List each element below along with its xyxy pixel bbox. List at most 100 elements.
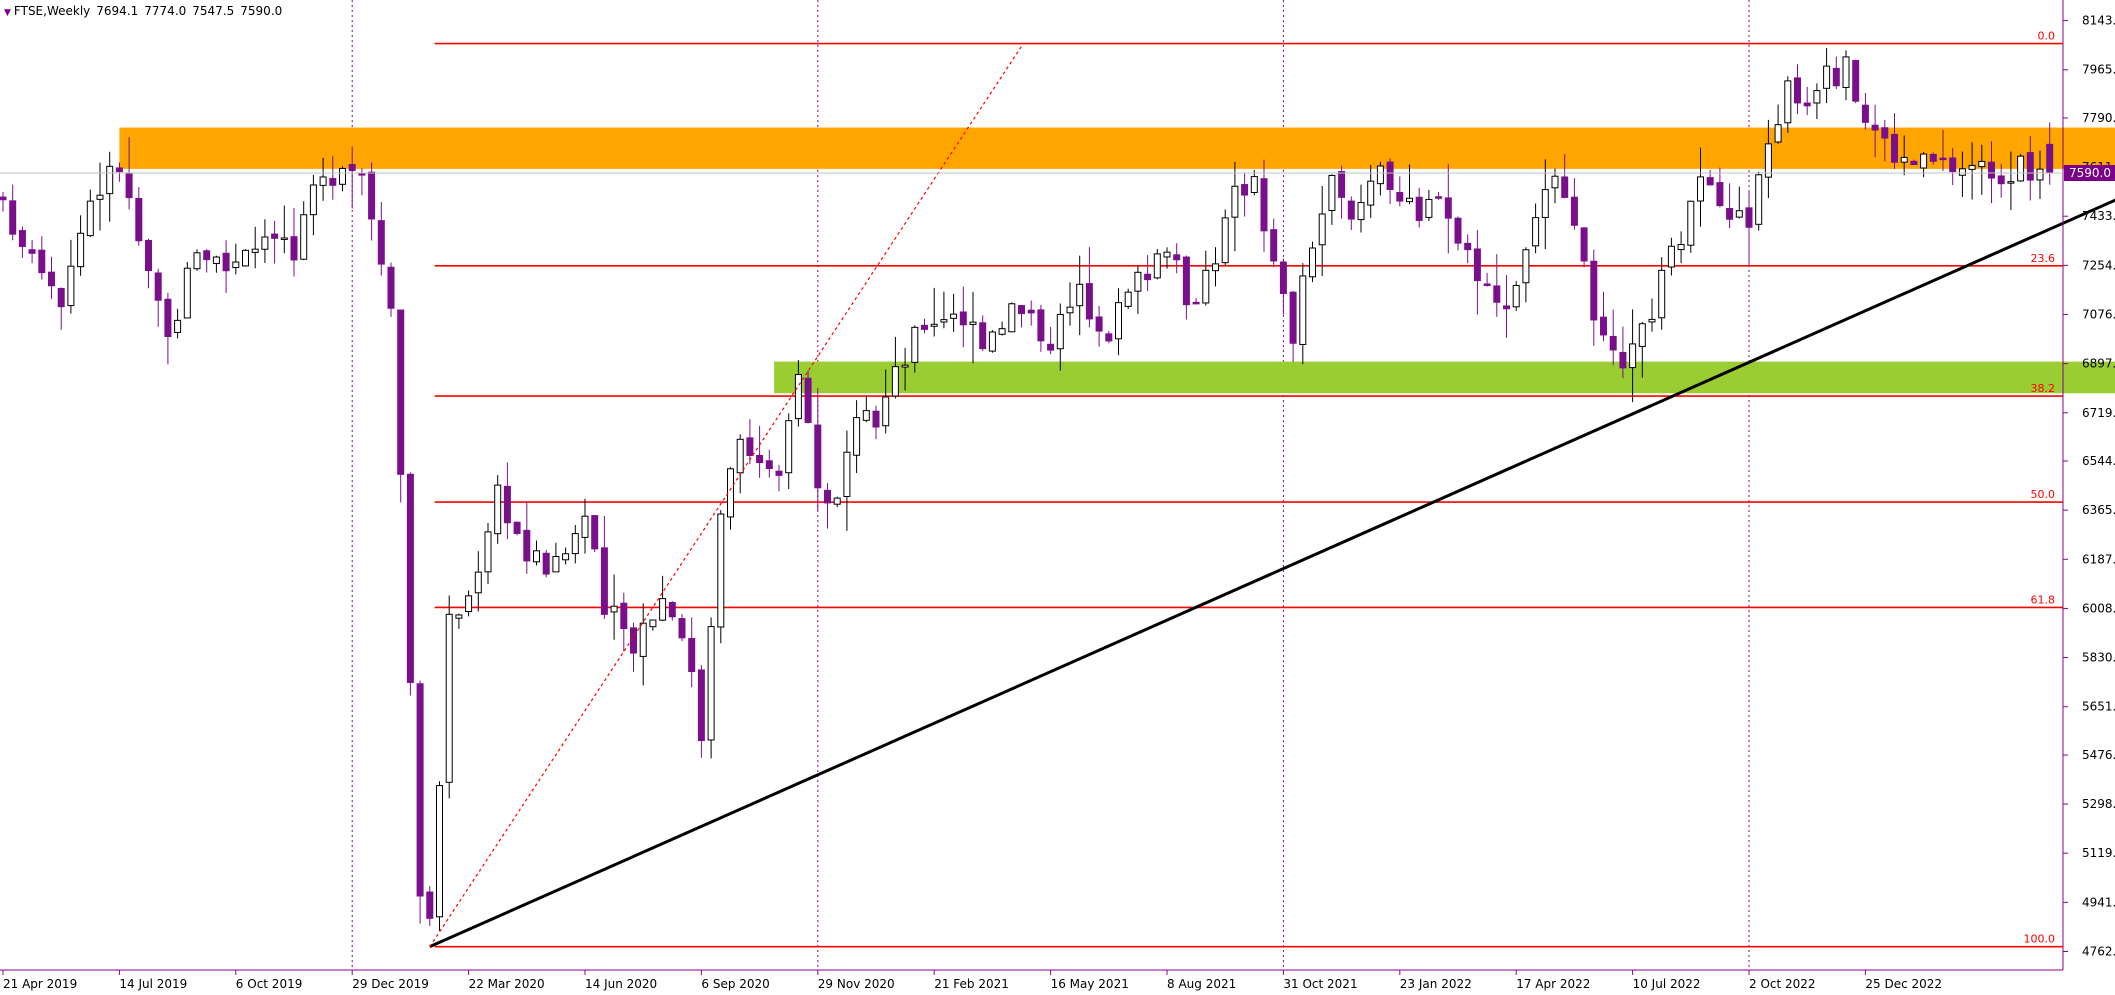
candle-body-bearish[interactable] bbox=[1745, 207, 1753, 228]
candle-body-bullish[interactable] bbox=[1134, 271, 1142, 292]
candle-body-bearish[interactable] bbox=[1144, 273, 1152, 281]
candle-body-bearish[interactable] bbox=[1105, 333, 1113, 342]
candle-body-bullish[interactable] bbox=[242, 249, 249, 267]
candle-body-bearish[interactable] bbox=[1910, 160, 1918, 166]
candle-body-bearish[interactable] bbox=[1580, 227, 1588, 262]
candle-body-bullish[interactable] bbox=[1076, 283, 1084, 307]
candle-body-bearish[interactable] bbox=[28, 249, 36, 254]
candle-body-bullish[interactable] bbox=[1115, 302, 1122, 340]
candle-body-bullish[interactable] bbox=[484, 531, 492, 573]
candle-body-bearish[interactable] bbox=[329, 177, 337, 186]
candle-body-bearish[interactable] bbox=[1444, 197, 1452, 219]
candle-body-bearish[interactable] bbox=[1861, 104, 1869, 123]
candle-body-bearish[interactable] bbox=[1454, 217, 1462, 244]
candle-body-bearish[interactable] bbox=[1852, 60, 1860, 102]
candle-body-bullish[interactable] bbox=[1163, 251, 1171, 258]
candle-body-bullish[interactable] bbox=[1648, 318, 1656, 323]
candle-body-bullish[interactable] bbox=[67, 265, 75, 307]
candle-body-bearish[interactable] bbox=[979, 322, 987, 350]
candle-body-bearish[interactable] bbox=[1260, 178, 1268, 232]
candle-body-bullish[interactable] bbox=[1823, 65, 1831, 89]
candle-body-bullish[interactable] bbox=[1755, 174, 1763, 225]
candle-body-bullish[interactable] bbox=[455, 614, 463, 619]
candle-body-bullish[interactable] bbox=[1512, 284, 1520, 308]
candle-body-bearish[interactable] bbox=[775, 470, 783, 476]
candle-body-bullish[interactable] bbox=[193, 252, 201, 270]
candle-body-bearish[interactable] bbox=[1347, 200, 1355, 220]
candle-body-bullish[interactable] bbox=[562, 553, 570, 561]
candle-body-bearish[interactable] bbox=[1473, 248, 1481, 282]
candle-body-bullish[interactable] bbox=[1309, 247, 1316, 278]
candle-body-bearish[interactable] bbox=[1891, 133, 1898, 163]
candle-body-bullish[interactable] bbox=[1677, 244, 1685, 251]
candle-body-bullish[interactable] bbox=[1813, 90, 1821, 104]
candle-body-bearish[interactable] bbox=[271, 233, 279, 239]
candle-body-bullish[interactable] bbox=[86, 200, 94, 237]
candle-body-bearish[interactable] bbox=[1386, 161, 1394, 190]
candle-body-bearish[interactable] bbox=[164, 298, 172, 337]
candle-body-bearish[interactable] bbox=[387, 266, 395, 309]
dropdown-triangle-icon[interactable]: ▼ bbox=[4, 8, 11, 18]
candle-body-bullish[interactable] bbox=[1968, 164, 1976, 170]
candle-body-bearish[interactable] bbox=[57, 287, 65, 308]
candle-body-bearish[interactable] bbox=[1726, 207, 1734, 220]
candle-body-bearish[interactable] bbox=[1085, 283, 1093, 320]
candle-body-bullish[interactable] bbox=[1066, 306, 1074, 314]
candle-body-bullish[interactable] bbox=[1425, 198, 1433, 218]
candle-body-bearish[interactable] bbox=[959, 311, 967, 326]
candle-body-bearish[interactable] bbox=[688, 638, 696, 673]
current-price-tag[interactable] bbox=[2064, 164, 2115, 181]
candle-body-bearish[interactable] bbox=[503, 485, 511, 524]
candle-body-bearish[interactable] bbox=[765, 460, 773, 470]
candle-body-bearish[interactable] bbox=[0, 196, 7, 201]
candle-body-bullish[interactable] bbox=[833, 497, 841, 505]
candle-body-bearish[interactable] bbox=[358, 173, 366, 176]
candle-body-bearish[interactable] bbox=[18, 230, 26, 247]
candle-body-bullish[interactable] bbox=[1638, 323, 1646, 347]
candle-body-bearish[interactable] bbox=[1871, 124, 1879, 131]
candle-body-bullish[interactable] bbox=[1667, 245, 1675, 268]
candle-body-bullish[interactable] bbox=[77, 232, 85, 268]
candle-body-bearish[interactable] bbox=[1590, 260, 1598, 321]
candle-body-bullish[interactable] bbox=[930, 323, 938, 327]
candle-body-bullish[interactable] bbox=[2007, 181, 2015, 184]
candle-body-bearish[interactable] bbox=[1435, 196, 1443, 199]
candle-body-bearish[interactable] bbox=[678, 618, 686, 639]
candle-body-bullish[interactable] bbox=[1221, 217, 1229, 264]
candle-body-bullish[interactable] bbox=[717, 513, 725, 628]
candle-body-bearish[interactable] bbox=[2026, 152, 2034, 181]
candle-body-bullish[interactable] bbox=[882, 396, 890, 427]
candle-body-bearish[interactable] bbox=[1600, 316, 1607, 336]
candle-body-bearish[interactable] bbox=[135, 198, 143, 242]
candle-body-bullish[interactable] bbox=[1764, 143, 1772, 178]
candle-body-bearish[interactable] bbox=[154, 272, 162, 301]
candle-body-bullish[interactable] bbox=[212, 256, 220, 264]
candle-body-bullish[interactable] bbox=[610, 605, 618, 613]
candle-body-bullish[interactable] bbox=[174, 319, 182, 333]
candle-body-bullish[interactable] bbox=[1056, 313, 1064, 350]
candle-body-bearish[interactable] bbox=[1037, 309, 1045, 342]
candle-body-bullish[interactable] bbox=[950, 313, 958, 319]
candle-body-bearish[interactable] bbox=[416, 683, 424, 897]
candle-body-bearish[interactable] bbox=[125, 173, 133, 199]
candle-body-bullish[interactable] bbox=[1367, 180, 1375, 206]
candle-body-bullish[interactable] bbox=[1784, 80, 1792, 124]
candle-body-bearish[interactable] bbox=[1716, 182, 1724, 207]
candle-body-bullish[interactable] bbox=[571, 533, 579, 555]
candle-body-bullish[interactable] bbox=[1658, 269, 1666, 319]
candle-body-bearish[interactable] bbox=[1415, 196, 1423, 221]
candle-body-bearish[interactable] bbox=[203, 250, 211, 261]
candle-body-bullish[interactable] bbox=[736, 438, 744, 474]
candle-body-bullish[interactable] bbox=[261, 236, 269, 250]
candle-body-bearish[interactable] bbox=[38, 249, 46, 274]
candle-body-bullish[interactable] bbox=[1153, 253, 1161, 279]
candle-body-bullish[interactable] bbox=[969, 321, 977, 325]
candle-body-bearish[interactable] bbox=[48, 271, 55, 287]
candle-body-bullish[interactable] bbox=[649, 619, 657, 628]
candle-body-bullish[interactable] bbox=[998, 328, 1006, 335]
candle-body-bullish[interactable] bbox=[436, 785, 443, 918]
candle-body-bearish[interactable] bbox=[1270, 229, 1278, 262]
candle-body-bearish[interactable] bbox=[1173, 254, 1181, 261]
